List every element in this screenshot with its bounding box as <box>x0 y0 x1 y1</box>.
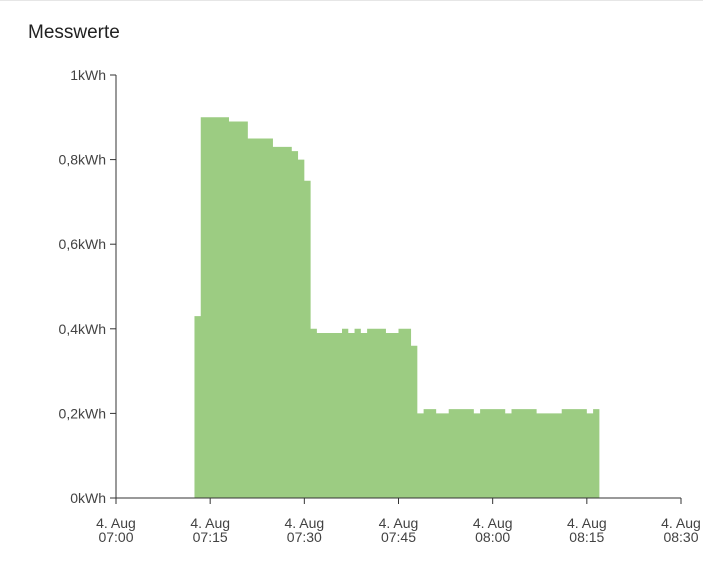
y-tick-label: 1kWh <box>70 67 106 83</box>
x-axis: 4. Aug 07:00 4. Aug 07:15 4. Aug 07:30 4. Aug 0… <box>96 497 701 545</box>
y-tick-label: 0,6kWh <box>59 236 106 252</box>
x-tick-label: 4. Aug 08:30 <box>661 515 701 545</box>
x-tick-label: 4. Aug 07:15 <box>190 515 230 545</box>
x-tick-label: 4. Aug 08:15 <box>567 515 607 545</box>
plot-area <box>191 117 600 499</box>
y-tick-label: 0kWh <box>70 490 106 506</box>
series-area <box>191 117 600 499</box>
x-tick-label: 4. Aug 07:30 <box>284 515 324 545</box>
x-tick-label: 4. Aug 08:00 <box>473 515 513 545</box>
y-tick-label: 0,4kWh <box>59 321 106 337</box>
y-tick-label: 0,8kWh <box>59 152 106 168</box>
y-axis: 0kWh 0,2kWh 0,4kWh 0,6kWh 0,8kWh 1kWh <box>59 67 117 506</box>
x-tick-label: 4. Aug 07:45 <box>379 515 419 545</box>
card-title: Messwerte <box>28 22 120 43</box>
x-tick-label: 4. Aug 07:00 <box>96 515 136 545</box>
y-tick-label: 0,2kWh <box>59 405 106 421</box>
